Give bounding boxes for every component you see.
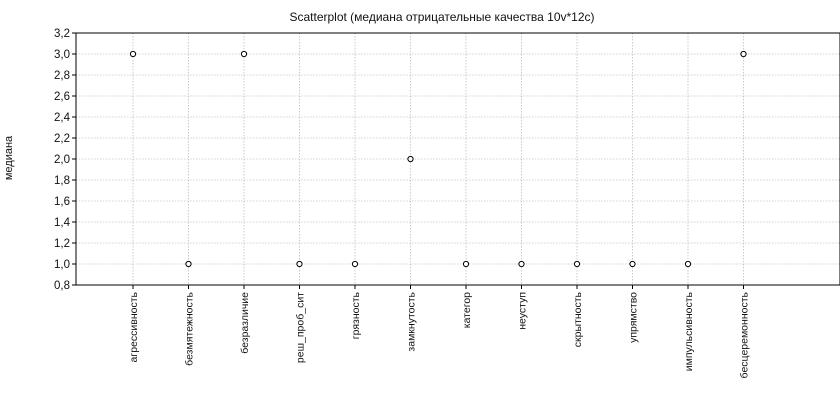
y-tick-label: 0,8 [54, 280, 70, 292]
x-category-label: безмятежность [184, 291, 196, 365]
x-category-label: неуступ [517, 292, 529, 330]
x-category-label: агрессивность [128, 291, 140, 362]
y-tick-label: 2,6 [54, 91, 70, 103]
data-point [740, 50, 747, 58]
data-point [629, 260, 636, 268]
y-tick-label: 2,4 [54, 112, 71, 124]
data-point [129, 50, 137, 58]
x-axis-ticks: агрессивность безмятежность безразличие реш… [128, 285, 751, 378]
y-axis-ticks: 0,8 1,0 1,2 1,4 1,6 1,8 2,0 2,2 2,4 2,6 2,8 3,0 3,2 [54, 28, 76, 292]
x-category-label: бесцеремонность [739, 291, 751, 378]
y-tick-label: 1,6 [54, 196, 70, 208]
x-category-label: реш_проб_сит [295, 292, 307, 363]
data-point [462, 260, 470, 268]
data-point [407, 155, 414, 163]
y-tick-label: 3,2 [54, 28, 70, 40]
data-point [185, 260, 192, 268]
x-category-label: безразличие [239, 292, 251, 354]
y-tick-label: 3,0 [54, 49, 70, 61]
data-point [573, 260, 581, 268]
y-tick-label: 1,4 [54, 217, 71, 229]
y-tick-label: 2,8 [54, 70, 70, 82]
plot-frame [75, 32, 840, 286]
y-tick-label: 2,0 [54, 154, 70, 166]
x-category-label: замкнутость [406, 291, 418, 351]
y-tick-label: 1,2 [54, 238, 70, 250]
data-point [351, 260, 359, 268]
chart-title: Scatterplot (медиана отрицательные качес… [289, 10, 594, 24]
x-category-label: скрытность [572, 291, 584, 347]
y-axis-label: медиана [3, 135, 15, 180]
data-point [518, 260, 525, 268]
data-point [240, 50, 248, 58]
y-tick-label: 1,8 [54, 175, 70, 187]
data-point [296, 260, 303, 268]
y-tick-label: 2,2 [54, 133, 70, 145]
x-category-label: категор [461, 292, 473, 328]
x-category-label: упрямство [628, 292, 640, 343]
y-tick-label: 1,0 [54, 259, 70, 271]
data-points [129, 50, 747, 268]
x-category-label: грязность [350, 291, 362, 339]
grid-lines [76, 33, 840, 285]
data-point [684, 260, 692, 268]
x-category-label: импульсивность [683, 291, 695, 371]
